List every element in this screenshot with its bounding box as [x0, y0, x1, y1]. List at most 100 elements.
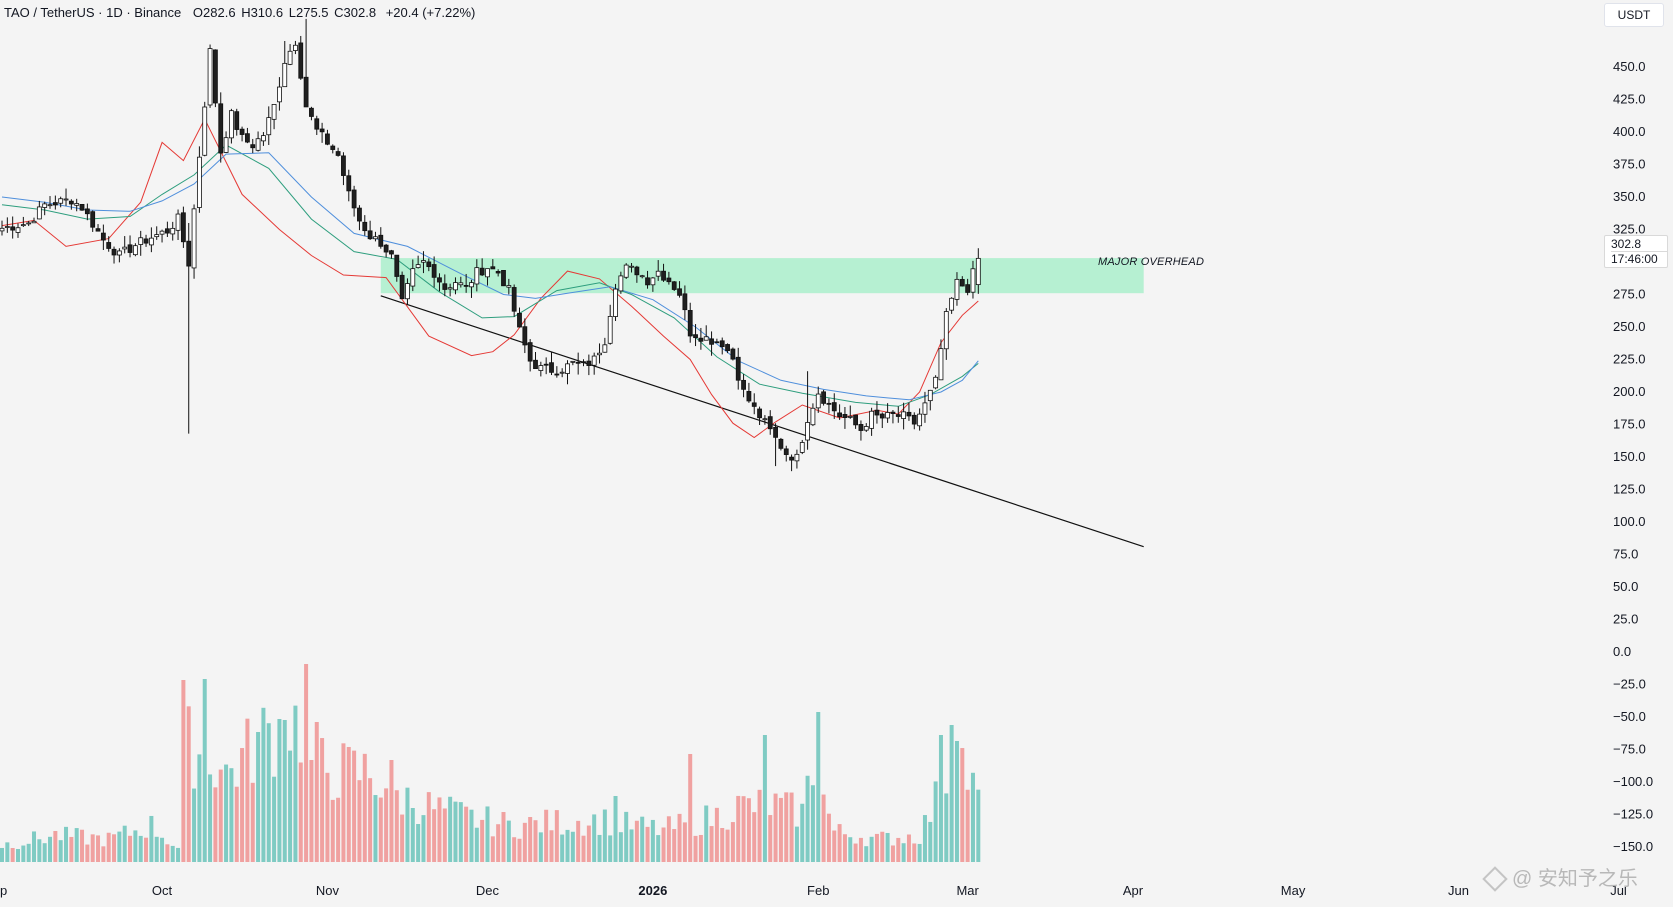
volume-bar: [192, 788, 197, 862]
candle-body: [751, 402, 757, 407]
candle: [330, 144, 336, 154]
candle-body: [469, 282, 474, 288]
y-tick-label: 200.0: [1613, 384, 1646, 399]
candle: [767, 410, 773, 435]
volume-bar: [101, 846, 106, 862]
candle-body: [186, 240, 192, 267]
candle: [597, 343, 602, 364]
y-tick-label: −125.0: [1613, 807, 1653, 822]
candle: [858, 420, 864, 441]
candle-body: [682, 293, 688, 311]
candle: [298, 35, 304, 80]
close-label: C: [334, 5, 344, 20]
candle: [245, 127, 250, 144]
candle: [442, 274, 448, 297]
volume-bar: [704, 805, 709, 862]
candle: [26, 220, 32, 227]
candle: [949, 297, 955, 314]
volume-bar: [848, 837, 853, 862]
candle: [362, 215, 368, 236]
candle-body: [479, 267, 485, 276]
candle: [565, 360, 570, 385]
volume-bar: [277, 718, 282, 862]
volume-bar: [720, 828, 725, 862]
candle: [874, 401, 880, 424]
descending-trendline: [380, 295, 1144, 548]
candle: [346, 169, 352, 202]
volume-bar: [357, 780, 362, 862]
candle-body: [778, 438, 784, 449]
candle: [469, 279, 474, 298]
candle-body: [575, 361, 581, 364]
y-tick-label: 425.0: [1613, 92, 1646, 107]
candle-body: [367, 230, 373, 240]
volume-bar: [901, 843, 906, 862]
candle-body: [335, 151, 341, 156]
candle-body: [698, 337, 704, 342]
candle-body: [421, 260, 426, 263]
volume-bar: [53, 830, 58, 862]
candle-body: [629, 265, 634, 268]
volume-bar: [693, 835, 698, 862]
volume-bar: [501, 812, 506, 862]
volume-bar: [661, 827, 666, 862]
candle: [132, 243, 138, 257]
candle-body: [906, 411, 912, 417]
symbol-label[interactable]: TAO / TetherUS · 1D · Binance: [4, 5, 182, 20]
candle: [458, 276, 464, 288]
y-tick-label: −150.0: [1613, 839, 1653, 854]
candle-body: [229, 110, 234, 139]
candle: [682, 285, 688, 320]
candle: [522, 318, 528, 354]
volume-bar: [757, 789, 762, 862]
candle-body: [202, 106, 208, 156]
candle-body: [170, 227, 176, 235]
candle-body: [234, 111, 240, 130]
candle: [325, 129, 330, 146]
candle-body: [453, 282, 458, 291]
volume-bar: [853, 843, 858, 862]
candle: [271, 104, 277, 130]
volume-bar: [576, 820, 581, 862]
volume-bar: [181, 680, 186, 862]
volume-bar: [384, 788, 389, 862]
candle: [207, 44, 213, 108]
candle-body: [975, 257, 981, 286]
candle: [613, 283, 618, 321]
volume-bar: [912, 843, 917, 862]
x-tick-label: Oct: [152, 883, 173, 898]
candle-body: [495, 271, 501, 274]
candle: [15, 223, 21, 238]
volume-bar: [773, 793, 778, 862]
volume-bar: [698, 834, 703, 862]
currency-button[interactable]: USDT: [1604, 3, 1664, 27]
candle: [911, 412, 917, 430]
candle-body: [703, 336, 709, 341]
volume-bar: [154, 836, 159, 862]
candle-body: [815, 393, 821, 409]
candle-body: [52, 202, 58, 206]
candle-body: [255, 138, 261, 151]
candle: [95, 224, 101, 232]
candle: [773, 423, 778, 467]
x-tick-label: p: [0, 883, 7, 898]
candle-body: [570, 360, 576, 363]
candle: [751, 393, 757, 415]
volume-bar: [437, 797, 442, 862]
volume-bar: [389, 760, 394, 862]
volume-bar: [496, 824, 501, 862]
candle-body: [527, 342, 533, 362]
candle: [607, 304, 613, 345]
candle: [239, 126, 245, 142]
candle: [36, 200, 42, 220]
candle: [447, 283, 453, 297]
candle: [623, 263, 629, 279]
candle: [84, 203, 90, 221]
volume-bar: [890, 845, 895, 862]
candle-body: [4, 226, 10, 228]
candle: [527, 339, 533, 372]
candle: [506, 278, 512, 295]
candle-body: [20, 224, 26, 227]
candle: [554, 366, 560, 378]
